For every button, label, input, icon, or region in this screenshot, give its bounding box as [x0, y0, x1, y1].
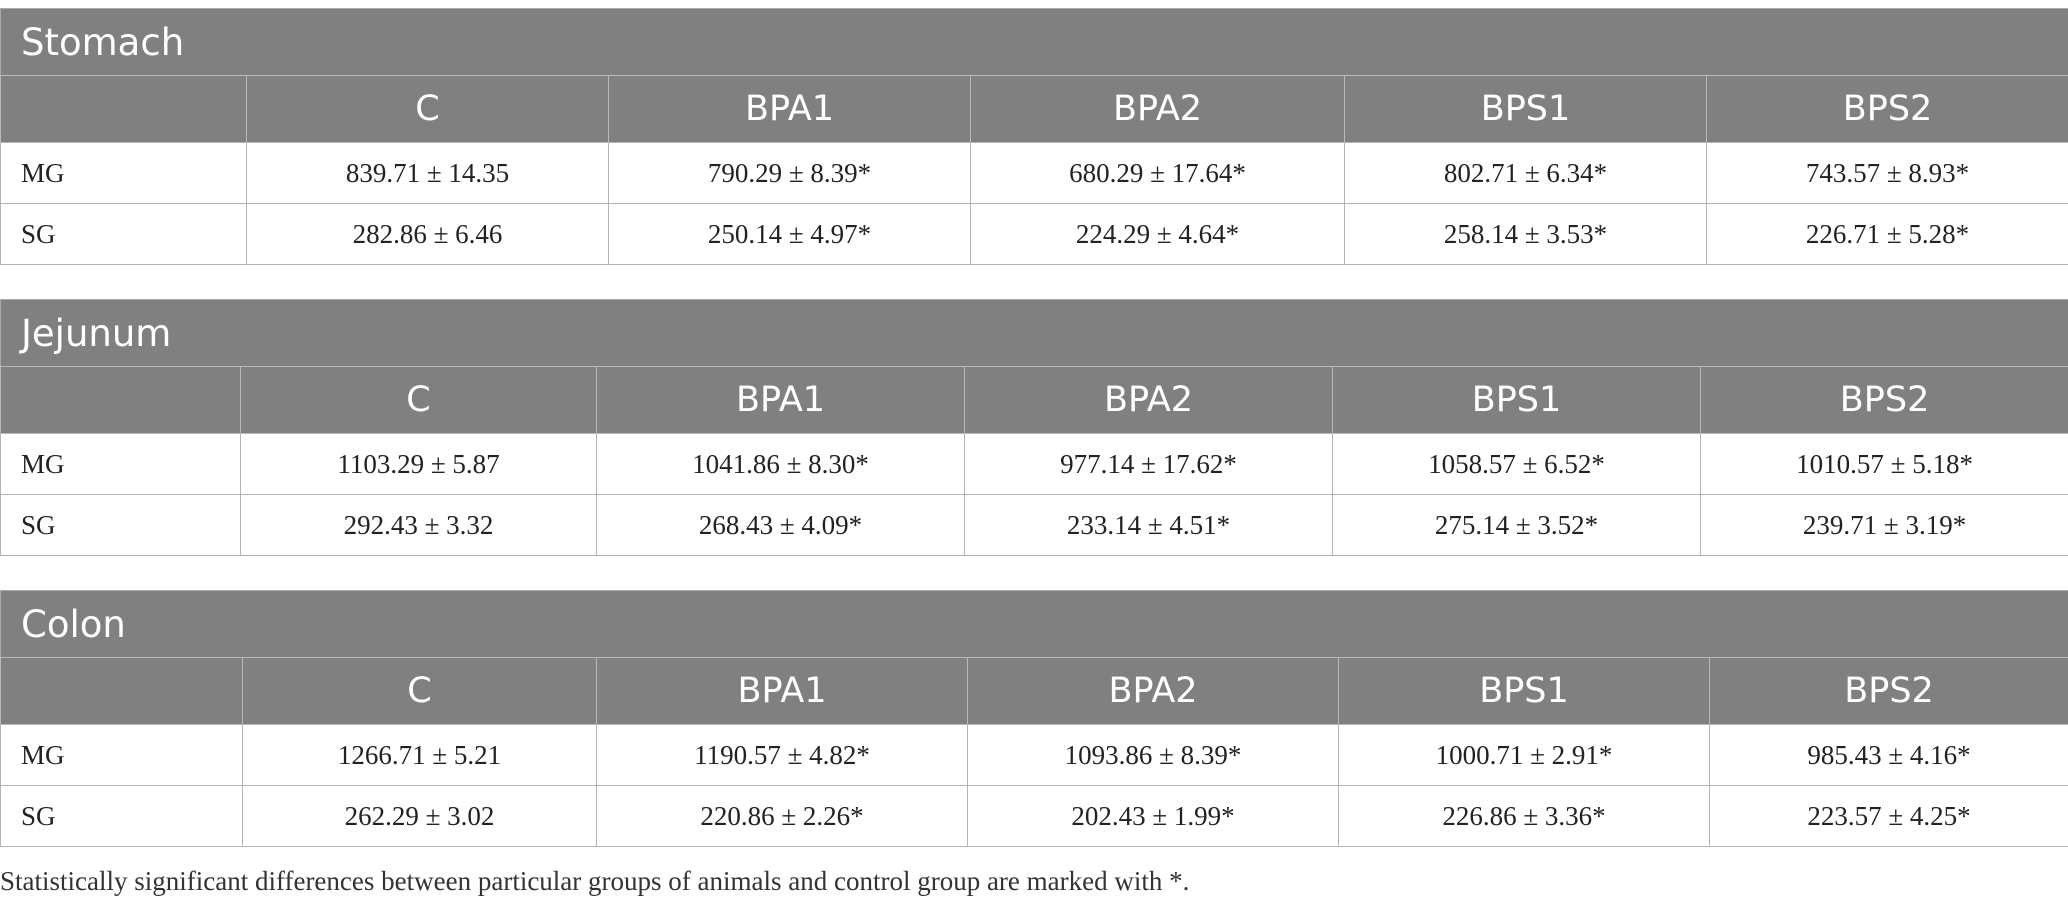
table-cell: 223.57 ± 4.25*: [1708, 785, 2068, 847]
table-footnote: Statistically significant differences be…: [0, 866, 1190, 896]
table-cell: 250.14 ± 4.97*: [608, 203, 971, 265]
table-cell: 258.14 ± 3.53*: [1344, 203, 1707, 265]
table-cell: 1190.57 ± 4.82*: [596, 724, 968, 786]
table-cell: 275.14 ± 3.52*: [1332, 494, 1701, 556]
column-header-bps1: BPS1: [1338, 657, 1710, 725]
table-cell: 220.86 ± 2.26*: [596, 785, 968, 847]
table-cell: 1103.29 ± 5.87: [240, 433, 597, 495]
table-cell: 233.14 ± 4.51*: [964, 494, 1333, 556]
table-cell: 1093.86 ± 8.39*: [967, 724, 1339, 786]
column-header-bpa2: BPA2: [967, 657, 1339, 725]
section-title: Stomach: [0, 8, 2068, 76]
table-cell: 680.29 ± 17.64*: [970, 142, 1345, 204]
table-cell: 802.71 ± 6.34*: [1344, 142, 1707, 204]
table-row: SG 282.86 ± 6.46 250.14 ± 4.97* 224.29 ±…: [0, 203, 2068, 265]
column-header-bpa2: BPA2: [964, 366, 1333, 434]
table-cell: 1266.71 ± 5.21: [242, 724, 597, 786]
table-cell: 977.14 ± 17.62*: [964, 433, 1333, 495]
colon-table: Colon C BPA1 BPA2 BPS1 BPS2 MG 1266.71 ±…: [0, 590, 2068, 847]
row-label: MG: [0, 142, 247, 204]
jejunum-table: Jejunum C BPA1 BPA2 BPS1 BPS2 MG 1103.29…: [0, 299, 2068, 556]
section-title: Colon: [0, 590, 2068, 658]
row-label: MG: [0, 433, 241, 495]
column-header-bps1: BPS1: [1332, 366, 1701, 434]
stomach-table: Stomach C BPA1 BPA2 BPS1 BPS2 MG 839.71 …: [0, 8, 2068, 265]
row-label: SG: [0, 494, 241, 556]
column-header-empty: [0, 75, 247, 143]
row-label: SG: [0, 785, 243, 847]
stomach-table-section: Stomach C BPA1 BPA2 BPS1 BPS2 MG 839.71 …: [0, 8, 2068, 265]
table-cell: 1058.57 ± 6.52*: [1332, 433, 1701, 495]
column-header-bpa2: BPA2: [970, 75, 1345, 143]
colon-table-section: Colon C BPA1 BPA2 BPS1 BPS2 MG 1266.71 ±…: [0, 590, 2068, 847]
column-header-empty: [0, 657, 243, 725]
table-row: MG 1103.29 ± 5.87 1041.86 ± 8.30* 977.14…: [0, 433, 2068, 495]
table-cell: 839.71 ± 14.35: [246, 142, 609, 204]
column-header-bps2: BPS2: [1705, 75, 2068, 143]
table-row: MG 839.71 ± 14.35 790.29 ± 8.39* 680.29 …: [0, 142, 2068, 204]
table-cell: 262.29 ± 3.02: [242, 785, 597, 847]
table-row: MG 1266.71 ± 5.21 1190.57 ± 4.82* 1093.8…: [0, 724, 2068, 786]
table-cell: 985.43 ± 4.16*: [1708, 724, 2068, 786]
column-header-bpa1: BPA1: [608, 75, 971, 143]
table-row: SG 292.43 ± 3.32 268.43 ± 4.09* 233.14 ±…: [0, 494, 2068, 556]
column-header-c: C: [242, 657, 597, 725]
header-row: C BPA1 BPA2 BPS1 BPS2: [0, 75, 2068, 143]
table-cell: 1010.57 ± 5.18*: [1699, 433, 2068, 495]
table-cell: 224.29 ± 4.64*: [970, 203, 1345, 265]
jejunum-table-section: Jejunum C BPA1 BPA2 BPS1 BPS2 MG 1103.29…: [0, 299, 2068, 556]
table-cell: 790.29 ± 8.39*: [608, 142, 971, 204]
table-cell: 292.43 ± 3.32: [240, 494, 597, 556]
header-row: C BPA1 BPA2 BPS1 BPS2: [0, 366, 2068, 434]
table-cell: 1000.71 ± 2.91*: [1338, 724, 1710, 786]
table-cell: 282.86 ± 6.46: [246, 203, 609, 265]
table-cell: 202.43 ± 1.99*: [967, 785, 1339, 847]
table-cell: 1041.86 ± 8.30*: [596, 433, 965, 495]
section-title: Jejunum: [0, 299, 2068, 367]
column-header-empty: [0, 366, 241, 434]
table-row: SG 262.29 ± 3.02 220.86 ± 2.26* 202.43 ±…: [0, 785, 2068, 847]
table-cell: 268.43 ± 4.09*: [596, 494, 965, 556]
table-cell: 743.57 ± 8.93*: [1705, 142, 2068, 204]
column-header-c: C: [240, 366, 597, 434]
header-row: C BPA1 BPA2 BPS1 BPS2: [0, 657, 2068, 725]
column-header-bps2: BPS2: [1708, 657, 2068, 725]
column-header-bpa1: BPA1: [596, 657, 968, 725]
table-cell: 226.71 ± 5.28*: [1705, 203, 2068, 265]
table-cell: 226.86 ± 3.36*: [1338, 785, 1710, 847]
column-header-c: C: [246, 75, 609, 143]
table-cell: 239.71 ± 3.19*: [1699, 494, 2068, 556]
column-header-bps1: BPS1: [1344, 75, 1707, 143]
row-label: MG: [0, 724, 243, 786]
column-header-bpa1: BPA1: [596, 366, 965, 434]
row-label: SG: [0, 203, 247, 265]
column-header-bps2: BPS2: [1699, 366, 2068, 434]
